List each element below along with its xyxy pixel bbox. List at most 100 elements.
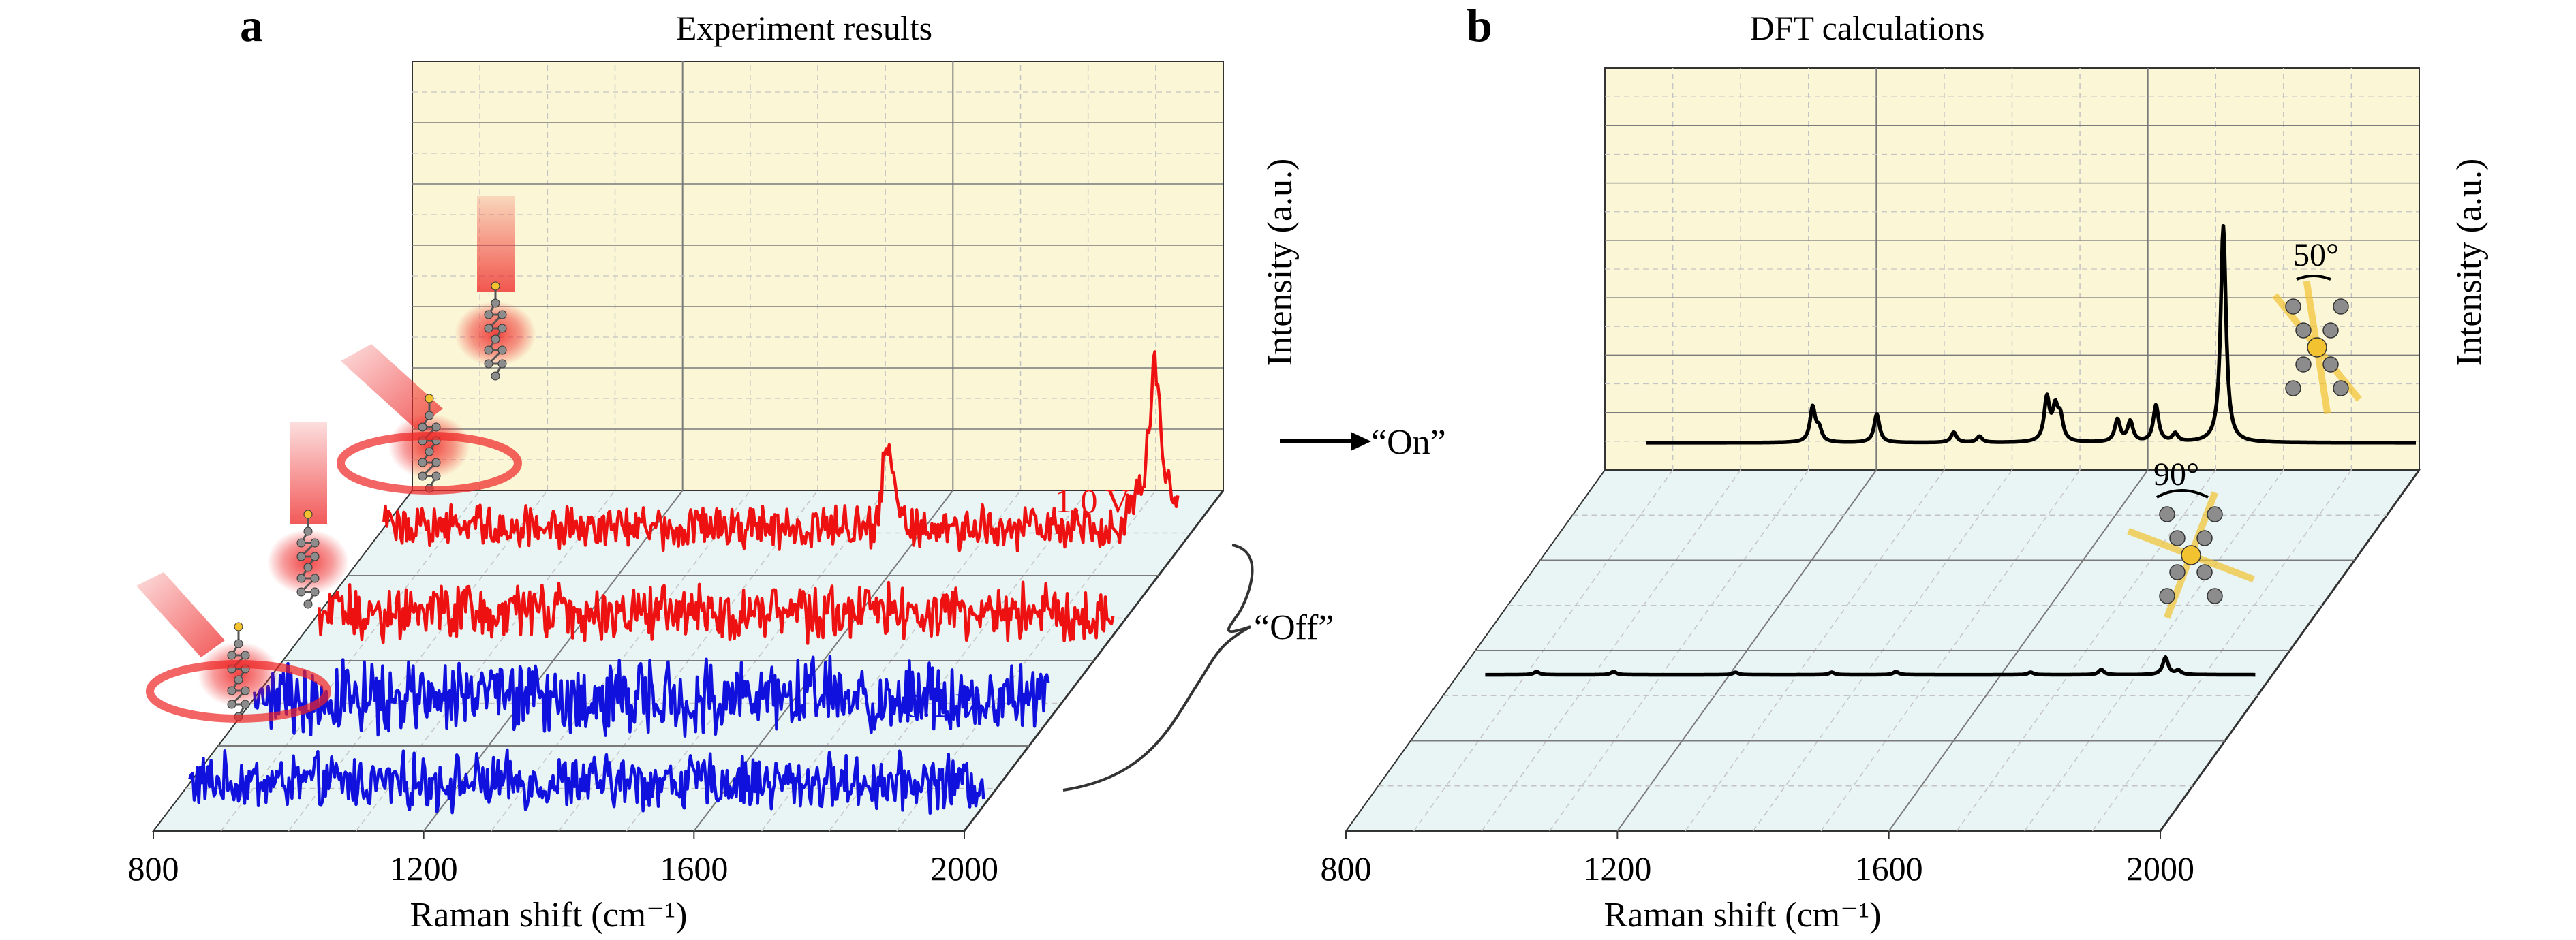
carbon-atom (484, 345, 493, 355)
carbon-atom (418, 458, 427, 467)
laser-glow (388, 413, 470, 479)
dft-spectrum-line (1484, 655, 2256, 677)
carbon-atom (241, 700, 250, 709)
carbon-atom (2207, 588, 2223, 604)
carbon-atom (296, 574, 306, 583)
sulfur-atom (303, 510, 313, 519)
label-1v: 1.0 V (1055, 482, 1130, 520)
carbon-atom (227, 686, 236, 695)
spectrum-line-blue (188, 748, 985, 815)
x-tick-label: 1200 (390, 849, 458, 888)
panel-b-title: DFT calculations (1750, 9, 1985, 47)
on-arrow (1280, 432, 1371, 451)
carbon-atom (227, 700, 236, 709)
carbon-atom (2196, 530, 2213, 546)
panel-a-xlabel: Raman shift (cm⁻¹) (410, 896, 688, 935)
carbon-atom (2159, 588, 2175, 604)
carbon-atom (310, 538, 320, 548)
laser-beam (290, 422, 327, 524)
carbon-atom (425, 411, 434, 420)
panel-b-ylabel: Intensity (a.u.) (2450, 159, 2489, 366)
molecule-on-1 (455, 281, 536, 381)
rotation-ring (337, 432, 522, 495)
molecule-off-1 (267, 510, 349, 609)
carbon-atom (418, 422, 427, 432)
carbon-atom (296, 538, 306, 548)
carbon-atom (431, 458, 441, 467)
laser-glow (455, 301, 536, 366)
carbon-atom (497, 324, 507, 333)
sulfur-atom (425, 394, 434, 403)
molecule-90deg (2127, 491, 2255, 619)
carbon-atom (491, 371, 500, 381)
x-tick-label: 1600 (660, 849, 728, 888)
dft-spectrum-line (1644, 223, 2417, 445)
x-tick-label: 1200 (1583, 849, 1651, 888)
panel-b-xlabel: Raman shift (cm⁻¹) (1604, 896, 1882, 935)
carbon-atom (491, 334, 500, 344)
carbon-atom (241, 686, 250, 695)
carbon-atom (296, 587, 306, 597)
angle-arrow-90 (2156, 489, 2209, 499)
x-tick-label: 2000 (930, 849, 998, 888)
panel-a: 800 1200 1600 2000 (128, 61, 1225, 888)
label-01v: 0.1 V (905, 686, 980, 724)
carbon-atom (431, 471, 441, 481)
carbon-atom (497, 359, 507, 369)
angle-arrow-50 (2296, 275, 2331, 281)
carbon-atom (2169, 564, 2186, 580)
laser-beam-diag (136, 572, 225, 657)
laser-glow (267, 529, 349, 595)
spectrum-line-red (382, 350, 1180, 552)
sulfur-atom (234, 622, 243, 631)
carbon-atom (296, 552, 306, 561)
carbon-atom (303, 563, 313, 572)
carbon-atom (2295, 356, 2312, 373)
carbon-atom (425, 447, 434, 456)
spectrum-line-red (318, 580, 1115, 645)
carbon-atom (431, 422, 441, 432)
rotation-ring (146, 660, 331, 723)
carbon-atom (484, 310, 493, 319)
carbon-atom (2159, 506, 2175, 522)
carbon-atom (418, 471, 427, 481)
molecule-50deg (2272, 280, 2362, 415)
carbon-atom (2333, 380, 2349, 396)
off-label: “Off” (1254, 608, 1334, 647)
x-tick-label: 800 (1321, 849, 1372, 888)
carbon-atom (234, 639, 243, 648)
panel-b-letter: b (1467, 0, 1492, 51)
carbon-atom (491, 298, 500, 308)
carbon-atom (2169, 530, 2186, 546)
carbon-atom (241, 651, 250, 660)
sulfur-atom (491, 281, 500, 291)
carbon-atom (310, 574, 320, 583)
carbon-atom (2196, 564, 2213, 580)
carbon-atom (234, 675, 243, 685)
panel-a-ylabel: Intensity (a.u.) (1261, 159, 1300, 366)
on-label: “On” (1371, 423, 1446, 462)
sulfur-atom (2181, 545, 2201, 565)
laser-glow (198, 642, 279, 707)
carbon-atom (484, 359, 493, 369)
carbon-atom (303, 527, 313, 536)
carbon-atom (303, 599, 313, 609)
carbon-atom (2207, 506, 2223, 522)
carbon-atom (497, 345, 507, 355)
carbon-atom (227, 651, 236, 660)
panel-a-letter: a (240, 0, 263, 51)
carbon-atom (484, 324, 493, 333)
molecule-off-2 (198, 622, 279, 721)
carbon-atom (2285, 298, 2301, 315)
x-tick-label: 2000 (2126, 849, 2194, 888)
carbon-atom (497, 310, 507, 319)
angle-50-label: 50° (2293, 237, 2339, 273)
x-tick-label: 800 (128, 849, 179, 888)
sulfur-atom (2307, 337, 2327, 358)
carbon-atom (2285, 380, 2301, 396)
angle-90-label: 90° (2153, 456, 2199, 492)
laser-beam (477, 196, 515, 292)
carbon-atom (310, 552, 320, 561)
